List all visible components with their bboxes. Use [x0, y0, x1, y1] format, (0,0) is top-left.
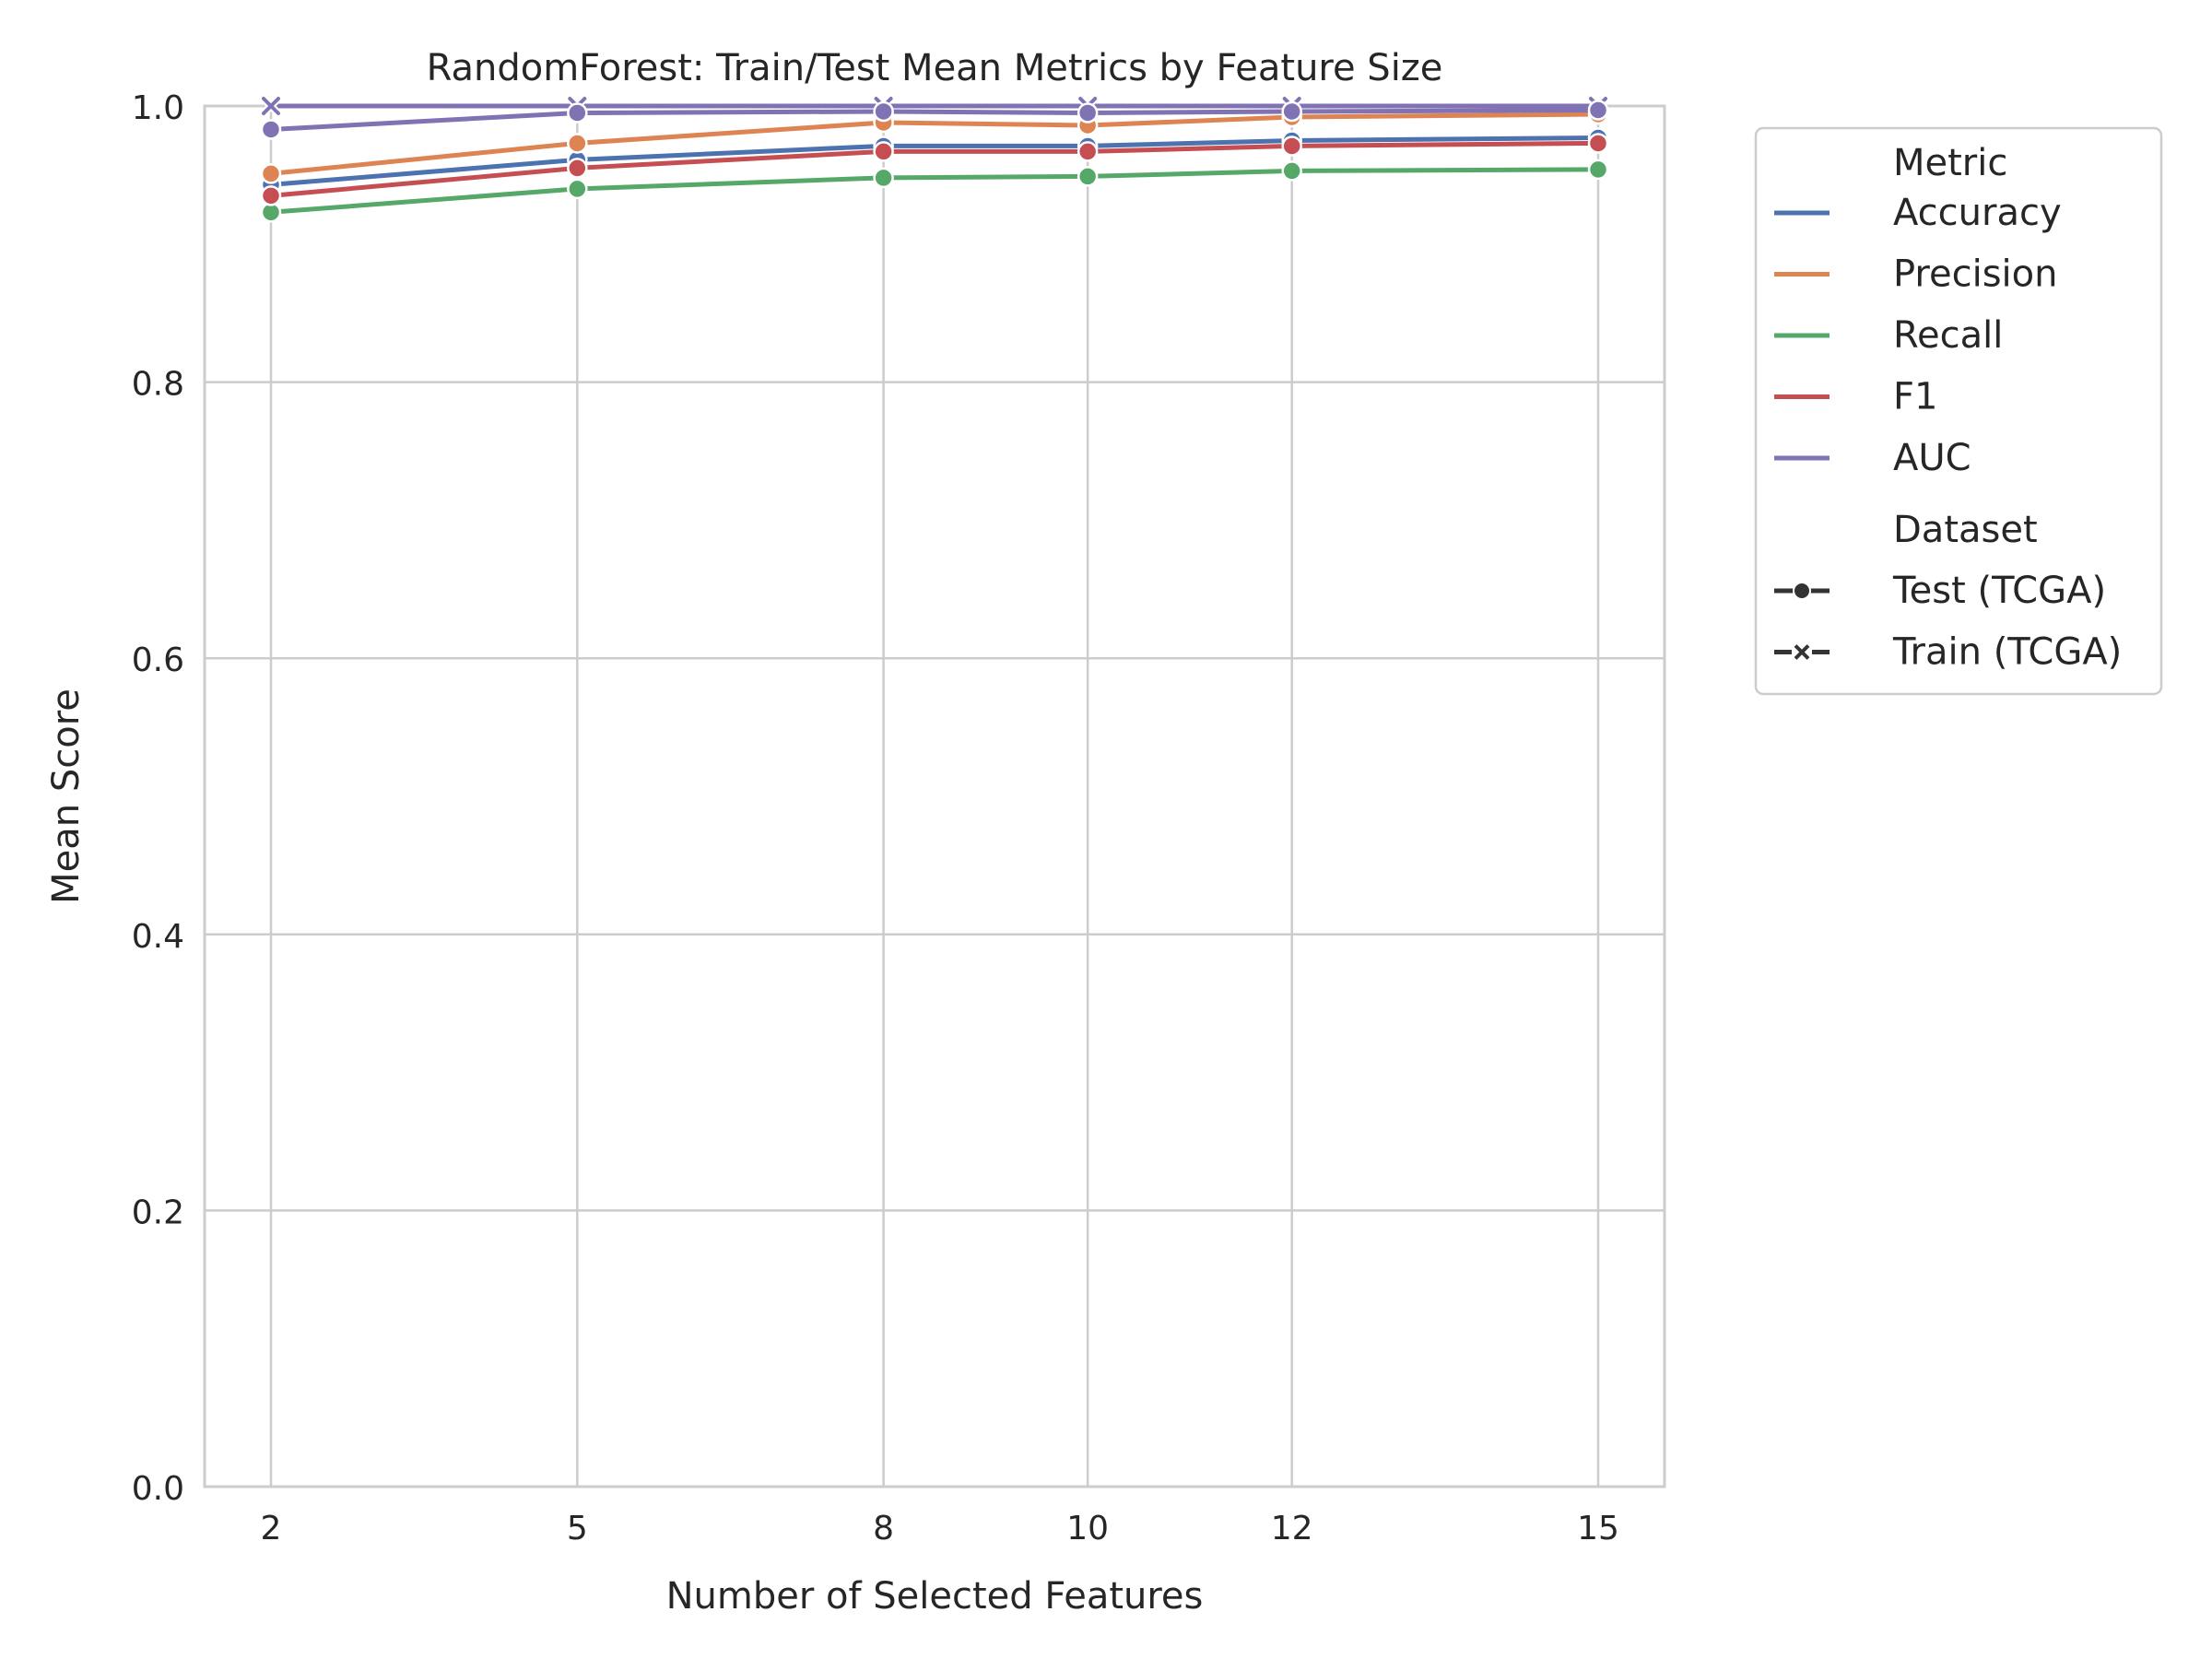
legend-label: AUC — [1893, 437, 1971, 479]
point-recall-test — [567, 178, 588, 200]
point-auc-test — [1281, 100, 1302, 123]
series-layer — [260, 95, 1609, 223]
line-auc-test — [270, 108, 1599, 132]
x-tick-label: 12 — [1271, 1510, 1313, 1547]
x-tick-label: 15 — [1577, 1510, 1619, 1547]
y-tick-label: 0.0 — [132, 1470, 184, 1508]
series-f1-test — [260, 133, 1609, 206]
legend-label: Test (TCGA) — [1892, 570, 2106, 612]
legend-title-dataset: Dataset — [1893, 509, 2038, 551]
legend-item-auc: AUC — [1774, 437, 1971, 479]
x-tick-label: 10 — [1066, 1510, 1109, 1547]
point-auc-test — [567, 102, 588, 124]
point-recall-test — [1587, 159, 1609, 181]
series-recall-test — [260, 159, 1609, 223]
x-tick-label: 5 — [567, 1510, 588, 1547]
legend-item-train-tcga: Train (TCGA) — [1774, 631, 2122, 674]
line-recall-test — [270, 167, 1599, 215]
x-tick-label: 8 — [873, 1510, 894, 1547]
point-auc-test — [873, 100, 894, 123]
point-precision-test — [260, 163, 282, 184]
legend-label: Accuracy — [1893, 192, 2062, 234]
point-f1-test — [873, 141, 894, 162]
legend-marker — [1793, 582, 1811, 600]
plot-area — [205, 106, 1665, 1487]
point-auc-test — [1587, 100, 1609, 121]
point-f1-test — [1077, 141, 1099, 162]
legend-box — [1754, 126, 2163, 696]
chart-title: RandomForest: Train/Test Mean Metrics by… — [427, 47, 1443, 89]
x-tick-label: 2 — [261, 1510, 282, 1547]
line-accuracy-test — [270, 135, 1599, 187]
point-precision-test — [567, 133, 588, 154]
line-f1-test — [270, 140, 1599, 198]
legend-entries: Accuracy Precision Recall F1 AUC Test (TCGA) T… — [1774, 192, 2122, 674]
point-f1-test — [1587, 133, 1609, 154]
legend-title-metric: Metric — [1893, 142, 2007, 184]
point-f1-test — [1281, 135, 1302, 157]
point-auc-test — [1077, 102, 1099, 124]
y-tick-label: 0.4 — [132, 918, 184, 956]
legend-item-accuracy: Accuracy — [1774, 192, 2062, 234]
legend-label: Precision — [1893, 253, 2057, 296]
point-auc-test — [260, 119, 282, 140]
legend-label: Recall — [1893, 314, 2003, 357]
point-recall-test — [873, 167, 894, 189]
y-tick-label: 0.2 — [132, 1194, 184, 1231]
line-precision-test — [270, 112, 1599, 176]
series-auc-test — [260, 100, 1609, 140]
legend-item-test-tcga: Test (TCGA) — [1774, 570, 2106, 612]
point-f1-test — [260, 185, 282, 206]
point-recall-test — [1281, 160, 1302, 182]
point-auc-train — [260, 95, 282, 117]
legend-label: F1 — [1893, 376, 1937, 418]
y-tick-label: 0.8 — [132, 366, 184, 404]
legend-marker — [1792, 641, 1812, 663]
y-tick-label: 0.6 — [132, 641, 184, 679]
tick-labels: 0.0 0.2 0.4 0.6 0.8 1.0 2 5 8 10 12 15 — [132, 89, 1619, 1547]
y-tick-label: 1.0 — [132, 89, 184, 127]
legend-item-precision: Precision — [1774, 253, 2057, 296]
y-axis-label: Mean Score — [45, 688, 88, 904]
point-f1-test — [567, 158, 588, 179]
legend: Metric Dataset Accuracy Precision Recall F1… — [1754, 126, 2163, 696]
x-axis-label: Number of Selected Features — [666, 1575, 1204, 1618]
point-recall-test — [1077, 166, 1099, 187]
legend-label: Train (TCGA) — [1892, 631, 2122, 674]
legend-item-f1: F1 — [1774, 376, 1937, 418]
legend-item-recall: Recall — [1774, 314, 2003, 357]
